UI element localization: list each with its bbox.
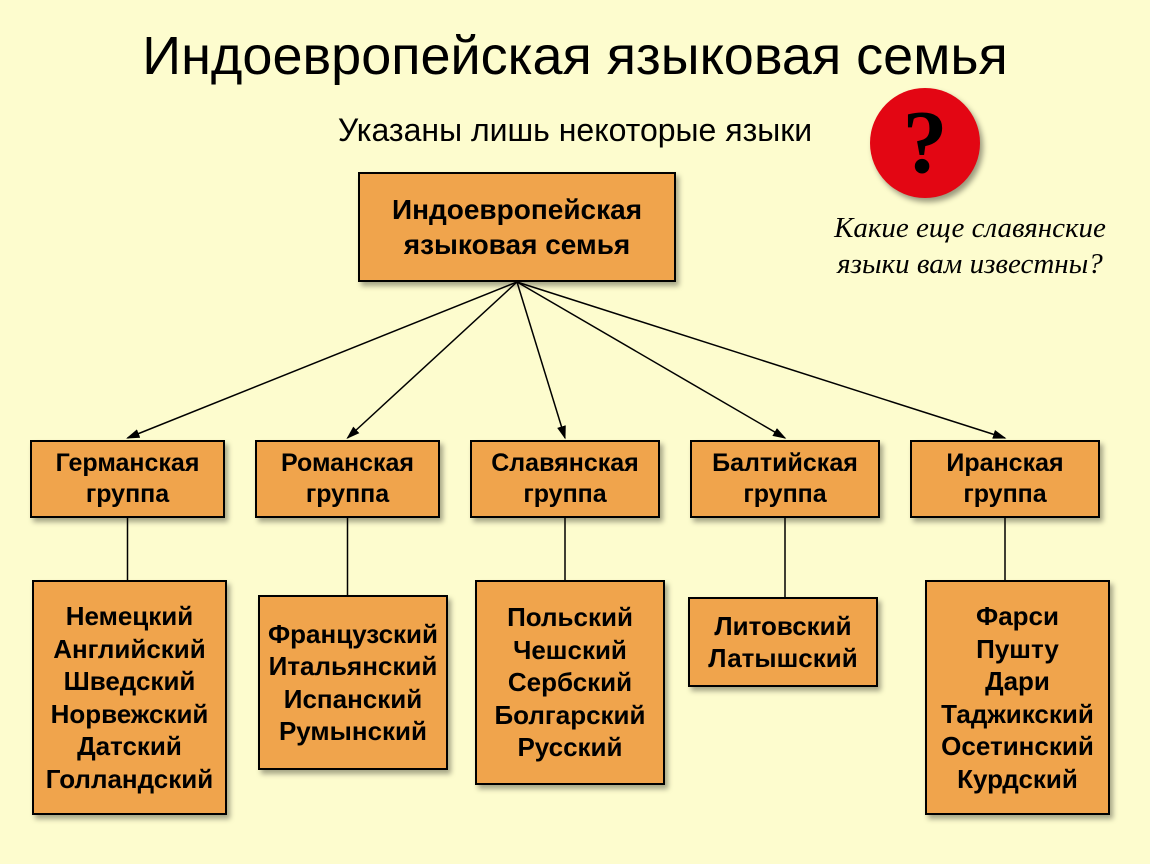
question-mark: ? xyxy=(903,98,948,188)
group-box: Иранская группа xyxy=(910,440,1100,518)
question-circle: ? xyxy=(870,88,980,198)
languages-box: Польский Чешский Сербский Болгарский Рус… xyxy=(475,580,665,785)
languages-box: Литовский Латышский xyxy=(688,597,878,687)
question-text: Какие еще славянские языки вам известны? xyxy=(810,210,1130,283)
group-box: Романская группа xyxy=(255,440,440,518)
languages-box: Французский Итальянский Испанский Румынс… xyxy=(258,595,448,770)
languages-box: Немецкий Английский Шведский Норвежский … xyxy=(32,580,227,815)
group-box: Славянская группа xyxy=(470,440,660,518)
main-title: Индоевропейская языковая семья xyxy=(0,25,1150,87)
root-box: Индоевропейская языковая семья xyxy=(358,172,676,282)
group-box: Балтийская группа xyxy=(690,440,880,518)
languages-box: Фарси Пушту Дари Таджикский Осетинский К… xyxy=(925,580,1110,815)
group-box: Германская группа xyxy=(30,440,225,518)
